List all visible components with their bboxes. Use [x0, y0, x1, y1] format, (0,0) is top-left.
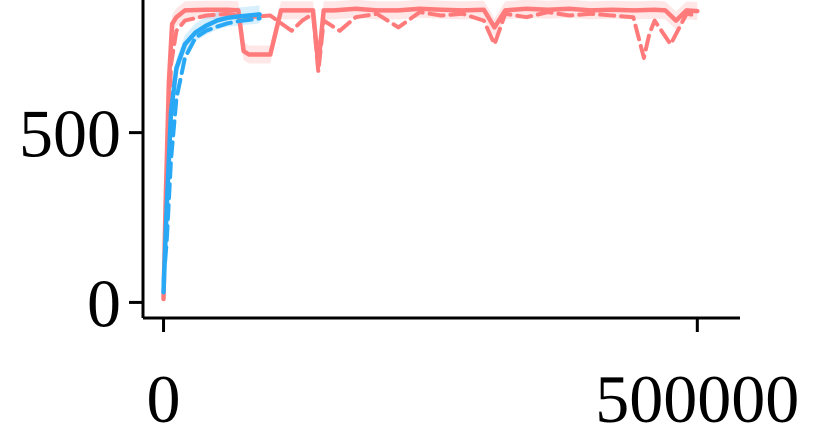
- series-4-line: [161, 16, 262, 284]
- x-tick-label: 0: [147, 361, 181, 435]
- y-tick-label: 0: [87, 265, 121, 341]
- y-tick-label: 500: [19, 96, 121, 172]
- series-1-line: [161, 6, 700, 302]
- y-ticks: 0 500: [19, 96, 143, 341]
- axes: [141, 0, 740, 320]
- x-tick-label: 500000: [595, 361, 799, 435]
- series-lines: [161, 6, 700, 302]
- x-ticks: 0 500000: [147, 318, 799, 435]
- series-2-line: [161, 10, 700, 298]
- series-3-line: [161, 12, 262, 295]
